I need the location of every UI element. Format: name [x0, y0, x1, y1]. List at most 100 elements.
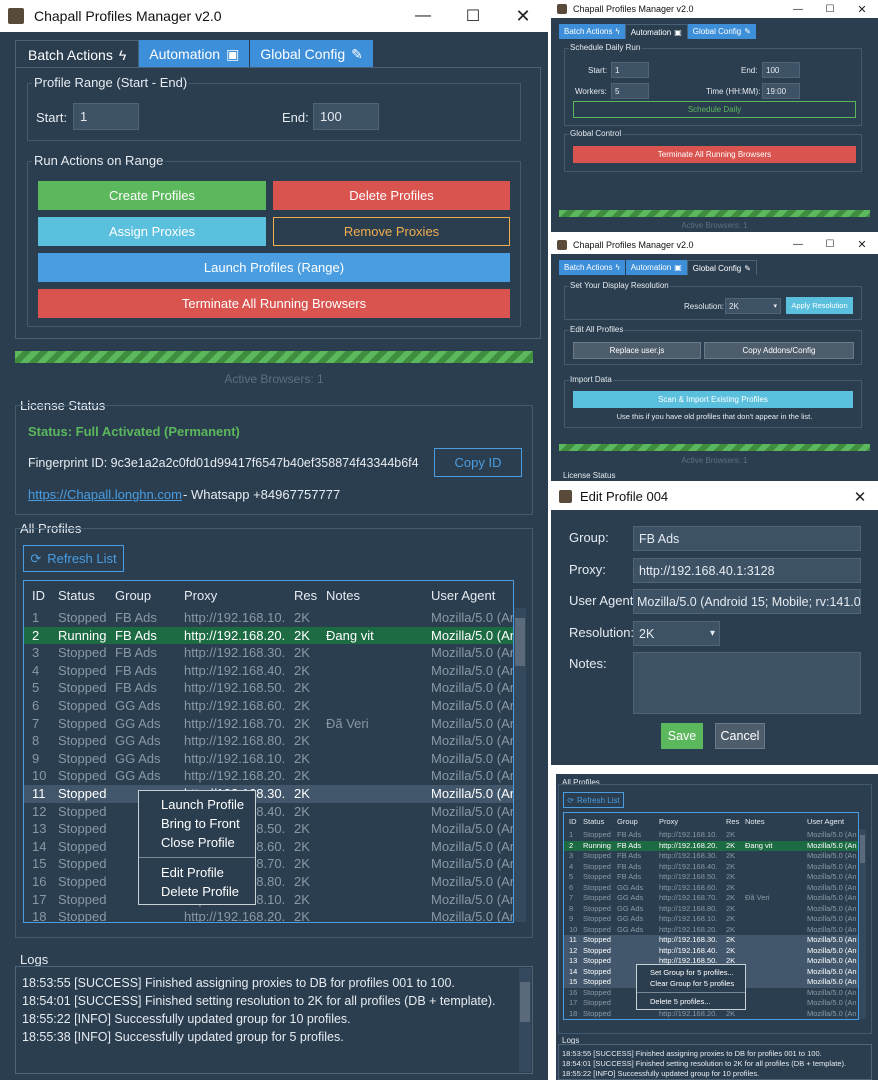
- refresh-list-button[interactable]: ⟳ Refresh List: [563, 792, 624, 808]
- create-profiles-button[interactable]: Create Profiles: [38, 181, 266, 210]
- minimize-icon[interactable]: —: [793, 239, 803, 250]
- resolution-select[interactable]: 2K ▾: [725, 298, 781, 314]
- table-row[interactable]: 7 Stopped GG Ads http://192.168.70. 2K Đã Ver…: [24, 715, 513, 733]
- table-row[interactable]: 7 Stopped GG Ads http://192.168.70. 2K Đã Ver…: [564, 893, 858, 904]
- header-id[interactable]: ID: [569, 817, 577, 826]
- header-proxy[interactable]: Proxy: [659, 817, 679, 826]
- table-row[interactable]: 17Stoppedhttp://192.168.10.2KMozilla/5.0…: [24, 891, 513, 909]
- table-row[interactable]: 14Stoppedhttp://192.168.60.2KMozilla/5.0…: [24, 838, 513, 856]
- workers-input[interactable]: 5: [611, 83, 649, 99]
- table-row[interactable]: 9 Stopped GG Ads http://192.168.10. 2K Mozill…: [24, 750, 513, 768]
- tab-batch-actions[interactable]: Batch Actions ϟ: [15, 40, 140, 68]
- terminate-all-button[interactable]: Terminate All Running Browsers: [38, 289, 510, 318]
- tab-global-config[interactable]: Global Config ✎: [687, 24, 756, 39]
- table-row[interactable]: 3 Stopped FB Ads http://192.168.30. 2K Mozill…: [564, 851, 858, 862]
- scan-import-button[interactable]: Scan & Import Existing Profiles: [573, 391, 853, 408]
- end-input[interactable]: 100: [762, 62, 800, 78]
- table-row[interactable]: 2 Running FB Ads http://192.168.20. 2K Đang v…: [564, 840, 858, 851]
- menu-delete-profile[interactable]: Delete Profile: [161, 884, 240, 899]
- user-agent-input[interactable]: Mozilla/5.0 (Android 15; Mobile; rv:141.…: [633, 589, 861, 614]
- tab-global-config[interactable]: Global Config ✎: [249, 40, 373, 68]
- header-res[interactable]: Res: [294, 587, 318, 603]
- copy-id-button[interactable]: Copy ID: [434, 448, 522, 477]
- maximize-icon[interactable]: ☐: [825, 3, 835, 15]
- table-row[interactable]: 4 Stopped FB Ads http://192.168.40. 2K Mozill…: [24, 662, 513, 680]
- table-row[interactable]: 2 Running FB Ads http://192.168.20. 2K Đang v…: [24, 626, 513, 645]
- menu-bring-to-front[interactable]: Bring to Front: [161, 816, 240, 831]
- header-notes[interactable]: Notes: [745, 817, 765, 826]
- delete-profiles-button[interactable]: Delete Profiles: [273, 181, 510, 210]
- table-scrollbar[interactable]: [859, 829, 866, 1019]
- table-row[interactable]: 15Stoppedhttp://192.168.70.2KMozilla/5.0…: [24, 855, 513, 873]
- table-scrollbar[interactable]: [514, 608, 526, 922]
- table-row[interactable]: 3 Stopped FB Ads http://192.168.30. 2K Mozill…: [24, 644, 513, 662]
- close-icon[interactable]: ✕: [857, 3, 867, 16]
- menu-clear-group[interactable]: Clear Group for 5 profiles: [650, 979, 735, 988]
- header-proxy[interactable]: Proxy: [184, 587, 218, 603]
- maximize-icon[interactable]: ☐: [825, 239, 835, 250]
- table-row[interactable]: 5 Stopped FB Ads http://192.168.50. 2K Mozill…: [24, 679, 513, 697]
- apply-resolution-button[interactable]: Apply Resolution: [786, 297, 853, 314]
- header-res[interactable]: Res: [726, 817, 740, 826]
- close-icon[interactable]: ✕: [515, 5, 531, 26]
- tab-automation[interactable]: Automation ▣: [139, 40, 250, 68]
- header-group[interactable]: Group: [115, 587, 152, 603]
- tab-batch-actions[interactable]: Batch Actions ϟ: [559, 24, 625, 39]
- end-input[interactable]: 100: [313, 103, 379, 130]
- table-row[interactable]: 18 Stopped http://192.168.20. 2K Mozilla/5.0…: [24, 908, 513, 922]
- table-row[interactable]: 9 Stopped GG Ads http://192.168.10. 2K Mozill…: [564, 914, 858, 925]
- remove-proxies-button[interactable]: Remove Proxies: [273, 217, 510, 246]
- header-id[interactable]: ID: [32, 587, 45, 603]
- menu-delete-profiles[interactable]: Delete 5 profiles...: [650, 997, 711, 1006]
- replace-userjs-button[interactable]: Replace user.js: [573, 342, 701, 359]
- menu-launch-profile[interactable]: Launch Profile: [161, 797, 245, 812]
- header-status[interactable]: Status: [58, 587, 95, 603]
- assign-proxies-button[interactable]: Assign Proxies: [38, 217, 266, 246]
- minimize-icon[interactable]: —: [415, 7, 431, 24]
- header-group[interactable]: Group: [617, 817, 638, 826]
- table-row[interactable]: 6 Stopped GG Ads http://192.168.60. 2K Mozill…: [24, 697, 513, 715]
- logs-scrollbar[interactable]: [519, 968, 531, 1072]
- table-row[interactable]: 8 Stopped GG Ads http://192.168.80. 2K Mozill…: [24, 732, 513, 750]
- table-row[interactable]: 11Stoppedhttp://192.168.30.2KMozilla/5.0…: [24, 784, 513, 803]
- terminate-all-button[interactable]: Terminate All Running Browsers: [573, 146, 856, 163]
- table-row[interactable]: 12Stoppedhttp://192.168.40.2KMozilla/5.0…: [24, 803, 513, 821]
- proxy-input[interactable]: http://192.168.40.1:3128: [633, 558, 861, 583]
- time-input[interactable]: 19:00: [762, 83, 800, 99]
- minimize-icon[interactable]: —: [793, 3, 803, 15]
- start-input[interactable]: 1: [73, 103, 139, 130]
- notes-textarea[interactable]: [633, 652, 861, 714]
- cancel-button[interactable]: Cancel: [715, 723, 765, 749]
- maximize-icon[interactable]: ☐: [465, 8, 481, 25]
- tab-global-config[interactable]: Global Config ✎: [686, 260, 757, 275]
- menu-edit-profile[interactable]: Edit Profile: [161, 865, 224, 880]
- table-row[interactable]: 13Stoppedhttp://192.168.50.2KMozilla/5.0…: [24, 820, 513, 838]
- header-notes[interactable]: Notes: [326, 587, 360, 603]
- resolution-select[interactable]: 2K ▾: [633, 621, 720, 646]
- header-user-agent[interactable]: User Agent: [431, 587, 496, 603]
- schedule-daily-button[interactable]: Schedule Daily: [573, 101, 856, 118]
- tab-automation[interactable]: Automation ▣: [624, 24, 688, 39]
- refresh-list-button[interactable]: ⟳ Refresh List: [23, 545, 124, 572]
- table-row[interactable]: 6 Stopped GG Ads http://192.168.60. 2K Mozill…: [564, 883, 858, 894]
- close-icon[interactable]: ✕: [857, 239, 867, 251]
- table-row[interactable]: 8 Stopped GG Ads http://192.168.80. 2K Mozill…: [564, 904, 858, 915]
- table-row[interactable]: 5 Stopped FB Ads http://192.168.50. 2K Mozill…: [564, 872, 858, 883]
- table-row[interactable]: 18 Stopped http://192.168.20. 2K Mozilla/5.0…: [564, 1009, 858, 1020]
- table-row[interactable]: 10 Stopped GG Ads http://192.168.20. 2K Mozil…: [24, 767, 513, 785]
- start-input[interactable]: 1: [611, 62, 649, 78]
- table-row[interactable]: 4 Stopped FB Ads http://192.168.40. 2K Mozill…: [564, 862, 858, 873]
- close-icon[interactable]: ✕: [853, 488, 867, 506]
- copy-addons-button[interactable]: Copy Addons/Config: [704, 342, 854, 359]
- launch-profiles-button[interactable]: Launch Profiles (Range): [38, 253, 510, 282]
- tab-automation[interactable]: Automation ▣: [624, 260, 687, 275]
- save-button[interactable]: Save: [661, 723, 703, 749]
- table-row[interactable]: 16Stoppedhttp://192.168.80.2KMozilla/5.0…: [24, 873, 513, 891]
- tab-batch-actions[interactable]: Batch Actions ϟ: [559, 260, 625, 275]
- menu-set-group[interactable]: Set Group for 5 profiles...: [650, 968, 734, 977]
- group-input[interactable]: FB Ads: [633, 526, 861, 551]
- table-row[interactable]: 1 Stopped FB Ads http://192.168.10. 2K Mozill…: [564, 830, 858, 841]
